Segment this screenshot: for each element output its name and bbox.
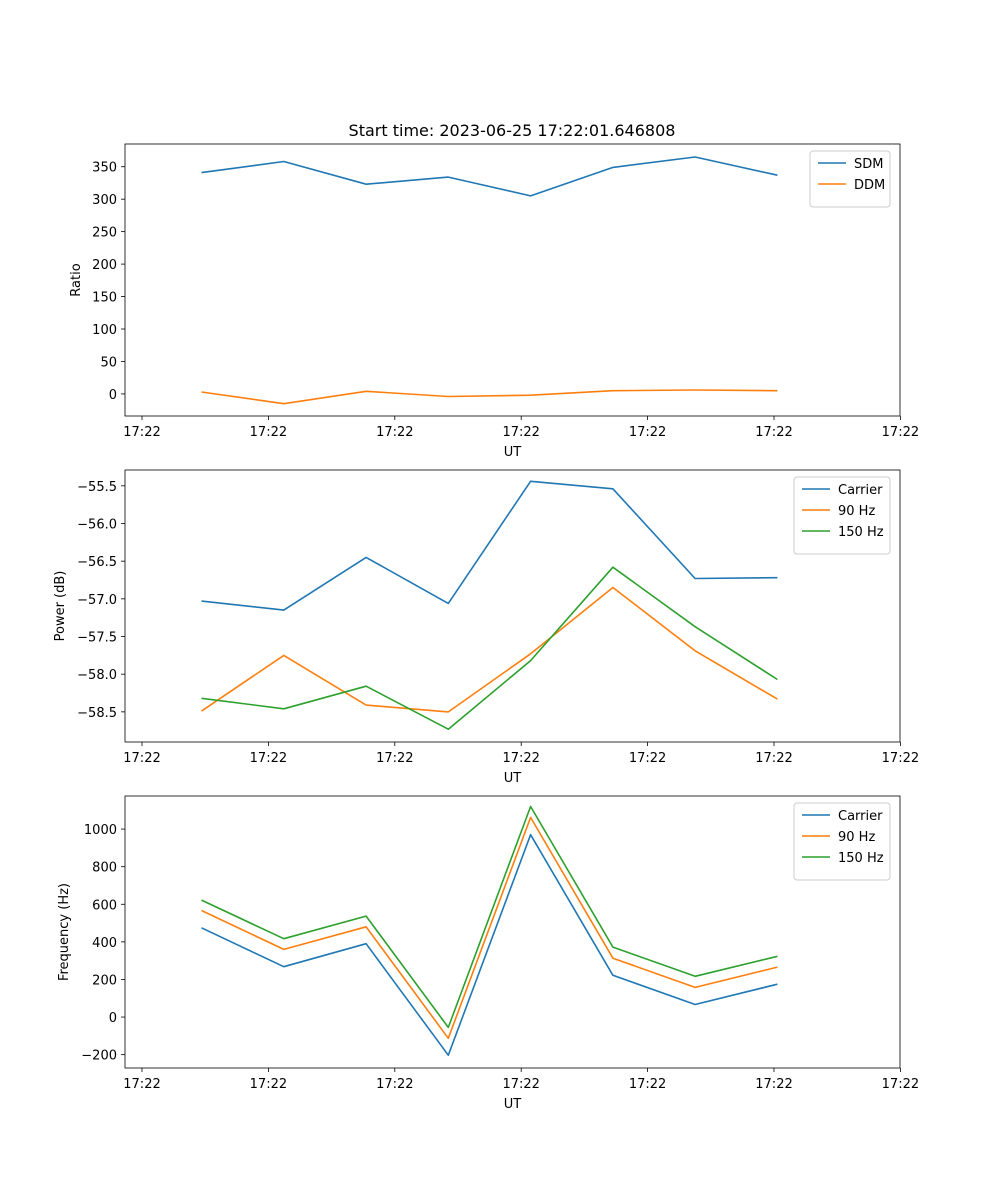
y-axis: −200 0 200 400 600 800 1000 Frequency (Hz) (57, 823, 125, 1064)
y-axis-label: Ratio (69, 263, 84, 296)
x-tick-label: 17:22 (755, 1077, 792, 1092)
plot-frame (124, 143, 901, 417)
x-tick-label: 17:22 (376, 1077, 413, 1092)
x-tick-label: 17:22 (250, 425, 287, 440)
legend-label: DDM (854, 178, 885, 193)
x-tick-label: 17:22 (629, 1077, 666, 1092)
y-tick-label: 800 (92, 861, 117, 876)
y-tick-label: 100 (92, 323, 117, 338)
y-tick-label: −55.5 (77, 480, 117, 495)
y-tick-label: 50 (100, 355, 117, 370)
x-tick-label: 17:22 (123, 1077, 160, 1092)
x-tick-label: 17:22 (502, 1077, 539, 1092)
y-tick-label: 250 (92, 226, 117, 241)
y-tick-label: 0 (109, 388, 117, 403)
figure-title: Start time: 2023-06-25 17:22:01.646808 (349, 121, 676, 140)
y-tick-label: 400 (92, 936, 117, 951)
y-tick-label: −56.0 (77, 517, 117, 532)
plot-frame (124, 795, 901, 1069)
x-axis: 17:2217:2217:2217:2217:2217:2217:2217:23… (123, 416, 919, 460)
legend: Carrier 90 Hz 150 Hz (793, 802, 891, 881)
x-axis-label: UT (504, 1097, 522, 1112)
x-axis: 17:2217:2217:2217:2217:2217:2217:2217:23… (123, 742, 919, 786)
series-line-sdm (201, 156, 778, 197)
y-tick-label: 300 (92, 193, 117, 208)
legend-label: 90 Hz (838, 504, 875, 519)
x-tick-label: 17:22 (502, 425, 539, 440)
y-axis-label: Frequency (Hz) (57, 883, 72, 981)
x-tick-label: 17:22 (376, 425, 413, 440)
series-line-90-hz (201, 586, 778, 713)
y-tick-label: 350 (92, 161, 117, 176)
series-line-90-hz (201, 816, 778, 1040)
y-tick-label: −58.0 (77, 668, 117, 683)
x-tick-label: 17:22 (629, 425, 666, 440)
y-tick-label: −56.5 (77, 555, 117, 570)
x-tick-label: 17:22 (755, 751, 792, 766)
y-axis-label: Power (dB) (53, 571, 68, 642)
y-tick-label: 200 (92, 258, 117, 273)
series-line-ddm (201, 389, 778, 405)
x-tick-label: 17:22 (250, 751, 287, 766)
legend-label: Carrier (838, 483, 883, 498)
series-line-carrier (201, 833, 778, 1056)
series-line-150-hz (201, 566, 778, 731)
x-tick-label: 17:22 (376, 751, 413, 766)
series-line-150-hz (201, 805, 778, 1029)
y-tick-label: −58.5 (77, 706, 117, 721)
y-tick-label: −200 (81, 1049, 117, 1064)
chart-panel-3: 17:2217:2217:2217:2217:2217:2217:2217:23… (57, 795, 919, 1112)
x-tick-label: 17:22 (629, 751, 666, 766)
series-group (201, 805, 778, 1056)
charts-container: 17:2217:2217:2217:2217:2217:2217:2217:23… (53, 143, 919, 1112)
x-tick-label: 17:22 (123, 751, 160, 766)
x-tick-label: 17:22 (755, 425, 792, 440)
legend-box (793, 802, 891, 881)
x-axis-label: UT (504, 445, 522, 460)
chart-panel-1: 17:2217:2217:2217:2217:2217:2217:2217:23… (69, 143, 919, 460)
series-group (201, 480, 778, 731)
y-tick-label: 600 (92, 898, 117, 913)
legend-label: SDM (854, 157, 883, 172)
plot-frame (124, 469, 901, 743)
y-axis: 0 50 100 150 200 250 300 350 Ratio (69, 161, 125, 403)
x-tick-label: 17:22 (882, 425, 919, 440)
y-tick-label: 1000 (84, 823, 117, 838)
y-axis: −58.5 −58.0 −57.5 −57.0 −56.5 −56.0 −55.5 Power… (53, 480, 125, 721)
y-tick-label: −57.5 (77, 631, 117, 646)
legend-box (809, 150, 891, 208)
x-tick-label: 17:22 (502, 751, 539, 766)
legend-label: Carrier (838, 809, 883, 824)
x-axis: 17:2217:2217:2217:2217:2217:2217:2217:23… (123, 1068, 919, 1112)
x-tick-label: 17:22 (250, 1077, 287, 1092)
chart-panel-2: 17:2217:2217:2217:2217:2217:2217:2217:23… (53, 469, 919, 786)
legend: SDM DDM (809, 150, 891, 208)
y-tick-label: 0 (109, 1011, 117, 1026)
x-tick-label: 17:22 (882, 1077, 919, 1092)
x-axis-label: UT (504, 771, 522, 786)
x-tick-label: 17:22 (882, 751, 919, 766)
y-tick-label: −57.0 (77, 593, 117, 608)
x-tick-label: 17:22 (123, 425, 160, 440)
series-line-carrier (201, 480, 778, 611)
legend-box (793, 476, 891, 555)
y-tick-label: 150 (92, 291, 117, 306)
legend-label: 150 Hz (838, 525, 884, 540)
series-group (201, 156, 778, 405)
legend-label: 150 Hz (838, 851, 884, 866)
y-tick-label: 200 (92, 973, 117, 988)
legend-label: 90 Hz (838, 830, 875, 845)
legend: Carrier 90 Hz 150 Hz (793, 476, 891, 555)
